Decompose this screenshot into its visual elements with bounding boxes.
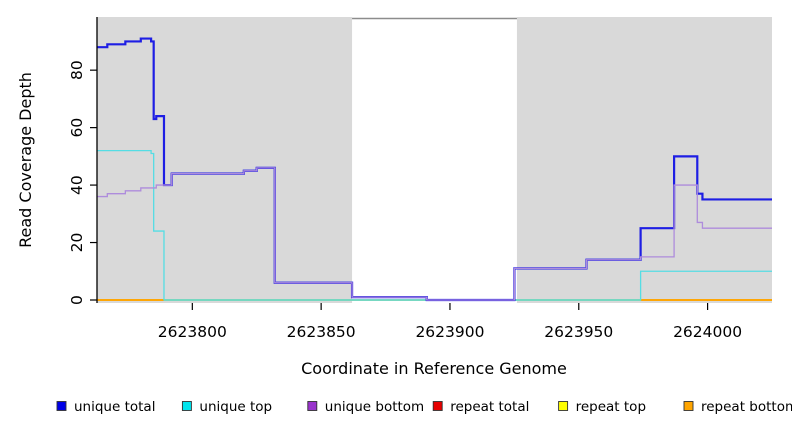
x-axis-title: Coordinate in Reference Genome [301,359,567,378]
series-lines [97,37,772,302]
x-tick-label: 2623850 [287,323,356,341]
legend-swatch-repeat-total [432,401,443,411]
legend-swatch-unique-top [181,401,192,411]
legend-label: repeat bottom [701,399,792,415]
legend-swatch-unique-bottom [307,401,318,411]
plot-background [97,17,772,303]
legend-item: repeat bottom [683,399,792,415]
x-tick-label: 2623950 [544,323,613,341]
legend-label: unique top [199,399,272,415]
y-axis-title: Read Coverage Depth [16,72,35,248]
legend-swatch-repeat-bottom [683,401,694,411]
legend-label: repeat total [450,399,529,415]
legend-item: repeat top [558,399,646,415]
legend-item: unique bottom [307,399,424,415]
y-tick-label: 0 [68,295,86,305]
legend-swatch-repeat-top [558,401,569,411]
x-tick-label: 2623900 [415,323,484,341]
y-tick-label: 60 [68,118,86,138]
legend-label: unique bottom [325,399,424,415]
x-tick-label: 2623800 [158,323,227,341]
legend-item: unique top [181,399,272,415]
series-unique-top [97,149,772,301]
legend-item: repeat total [432,399,529,415]
legend-item: unique total [56,399,155,415]
gap-highlight-region [352,17,517,303]
legend-label: unique total [74,399,155,415]
y-tick-label: 20 [68,233,86,253]
legend: unique total unique top unique bottom repea… [56,399,792,415]
y-tick-label: 40 [68,175,86,195]
legend-label: repeat top [576,399,646,415]
y-tick-label: 80 [68,60,86,80]
series-unique-bottom [97,167,772,301]
legend-swatch-unique-total [56,401,67,411]
x-tick-label: 2624000 [673,323,742,341]
axes: 2623800 2623850 2623900 2623950 2624000 0 20 40… [68,17,742,341]
